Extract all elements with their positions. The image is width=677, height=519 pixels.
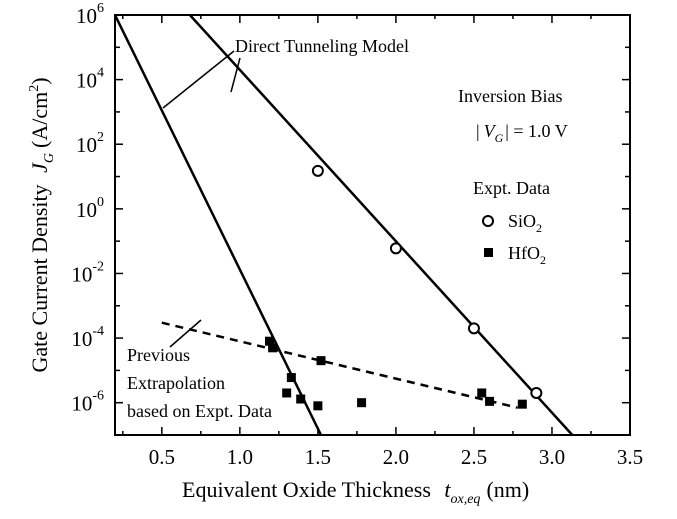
y-tick-label: 106 (76, 1, 104, 28)
y-tick-label: 102 (76, 130, 104, 157)
x-axis-label: Equivalent Oxide Thickness tox,eq (nm) (182, 477, 529, 507)
hfo2-point (477, 388, 487, 398)
model-pointer-right (230, 57, 241, 93)
previous-label-1: Previous (127, 345, 190, 365)
sio2-point (530, 386, 543, 399)
y-tick-label: 10-4 (71, 324, 104, 351)
x-tick-label: 2.5 (461, 445, 487, 469)
y-tick-label: 100 (76, 195, 104, 222)
sio2-point (467, 322, 480, 335)
sio2-model-line (188, 15, 574, 435)
x-tick-label: 1.0 (227, 445, 253, 469)
legend-hfo2-label: HfO2 (508, 243, 546, 267)
hfo2-model-line (115, 15, 323, 435)
x-tick-label: 3.0 (539, 445, 565, 469)
hfo2-point (517, 399, 527, 409)
x-tick-label: 1.5 (305, 445, 331, 469)
axis-ticks (115, 14, 631, 436)
series-markers (265, 164, 543, 411)
hfo2-point (296, 394, 306, 404)
previous-extrapolation-line (161, 321, 518, 409)
model-label: Direct Tunneling Model (235, 36, 409, 56)
bias-label: Inversion Bias (458, 86, 562, 106)
plot-frame (114, 14, 631, 436)
legend-sio2-label: SiO2 (508, 211, 542, 235)
hfo2-point (268, 343, 278, 353)
y-tick-label: 10-2 (71, 259, 104, 286)
hfo2-point (282, 388, 292, 398)
legend: Expt. Data SiO2 HfO2 (473, 178, 550, 267)
hfo2-point (265, 336, 274, 346)
x-tick-label: 2.0 (383, 445, 409, 469)
y-axis-label: Gate Current Density JG(A/cm2) (27, 77, 57, 372)
previous-label-3: based on Expt. Data (127, 401, 272, 421)
hfo2-point (357, 398, 367, 408)
bias-value: | VG | = 1.0 V (476, 121, 568, 145)
previous-label-2: Extrapolation (127, 373, 225, 393)
hfo2-point (286, 373, 296, 383)
sio2-point (311, 164, 324, 177)
hfo2-point (313, 401, 323, 411)
legend-hfo2-marker (484, 248, 493, 257)
y-tick-label: 104 (76, 66, 104, 93)
y-tick-label: 10-6 (71, 389, 104, 416)
sio2-point (389, 242, 402, 255)
x-tick-label: 3.5 (617, 445, 643, 469)
x-tick-label: 0.5 (149, 445, 175, 469)
series-lines (115, 15, 574, 435)
hfo2-point (485, 396, 495, 406)
model-pointer-left (162, 50, 235, 109)
tick-labels: 0.5 1.0 1.5 2.0 2.5 3.0 3.5 10-6 10-4 10-2 100 102 1… (71, 1, 643, 469)
legend-title: Expt. Data (473, 178, 550, 198)
previous-pointer (169, 319, 202, 348)
hfo2-point (316, 356, 326, 366)
legend-sio2-marker (482, 215, 494, 227)
